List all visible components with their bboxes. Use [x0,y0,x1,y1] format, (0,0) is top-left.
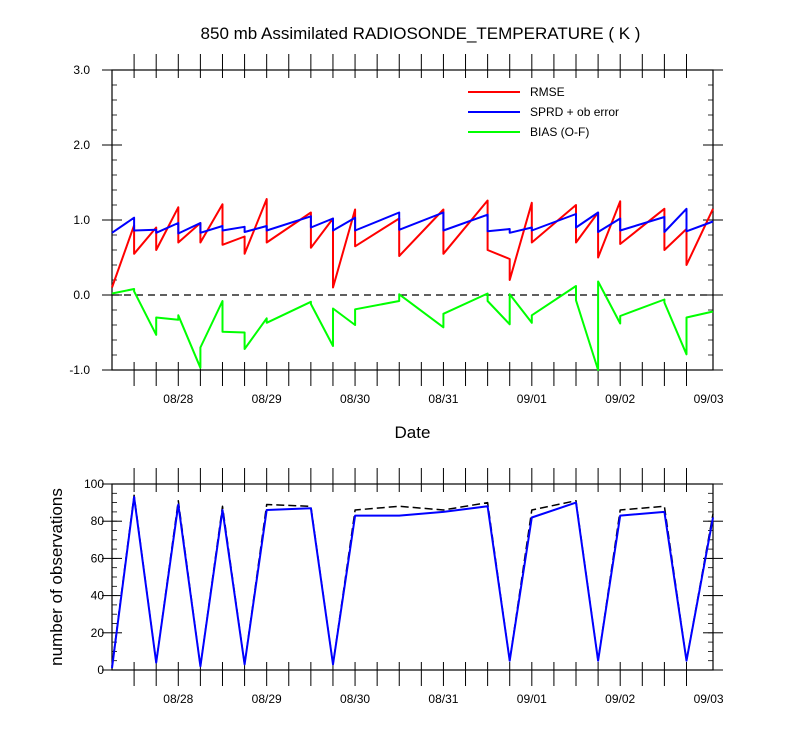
x-tick-label: 08/30 [340,392,370,406]
x-tick-label: 09/01 [517,392,547,406]
x-tick-label: 08/31 [428,392,458,406]
rmse-line [111,198,714,289]
x-tick-label: 09/02 [605,692,635,706]
plot-frame [111,69,714,371]
y-tick-label: 80 [91,514,105,528]
series-line-1 [111,496,714,669]
legend-label: RMSE [530,85,565,99]
x-tick-label: 08/29 [252,692,282,706]
y-tick-label: 100 [84,477,104,491]
y-tick-label: 0.0 [73,288,90,302]
y-axis-title: number of observations [47,488,66,666]
y-tick-label: 0 [97,663,104,677]
x-tick-label: 08/30 [340,692,370,706]
x-tick-label: 09/01 [517,692,547,706]
y-tick-label: 2.0 [73,138,90,152]
y-tick-label: 60 [91,551,105,565]
x-tick-label: 08/29 [252,392,282,406]
x-tick-label: 09/03 [694,692,724,706]
legend-label: SPRD + ob error [530,105,619,119]
sprd-ob-error-line [111,207,714,235]
y-tick-label: 40 [91,589,105,603]
y-tick-label: 1.0 [73,213,90,227]
x-axis-title: Date [395,423,431,442]
x-tick-label: 09/02 [605,392,635,406]
legend-label: BIAS (O-F) [530,125,589,139]
x-tick-label: 09/03 [694,392,724,406]
plot-frame [111,483,714,671]
y-tick-label: -1.0 [69,363,90,377]
chart-title: 850 mb Assimilated RADIOSONDE_TEMPERATUR… [201,24,641,43]
series-line-0 [111,494,714,668]
observation-count-chart: 0 20 40 60 80 100 08/28 08/29 08/30 08/31 09/01 09/… [47,468,724,706]
rmse-chart: -1.0 0.0 1.0 2.0 3.0 08/28 08/29 08/30 08/31 09/0… [69,24,724,442]
y-tick-label: 20 [91,626,105,640]
x-tick-label: 08/28 [163,692,193,706]
x-tick-label: 08/31 [428,692,458,706]
bias-o-f-line [111,280,714,371]
y-tick-label: 3.0 [73,63,90,77]
x-tick-label: 08/28 [163,392,193,406]
